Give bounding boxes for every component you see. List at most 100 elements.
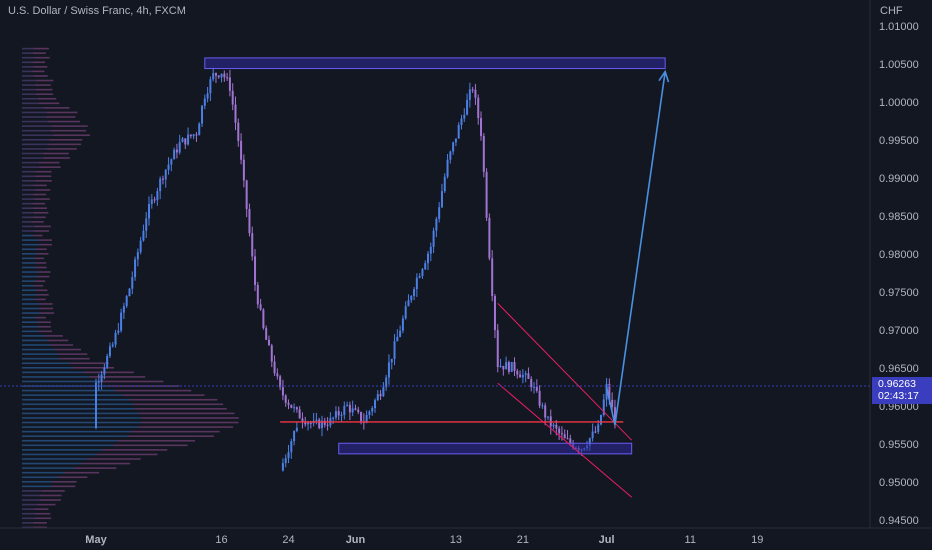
candle-body xyxy=(237,123,239,141)
candle-body xyxy=(229,77,231,90)
profile-bar-left xyxy=(22,198,34,200)
profile-bar-left xyxy=(22,335,44,337)
profile-bar-left xyxy=(22,299,35,301)
profile-bar-left xyxy=(22,103,39,105)
candle-body xyxy=(413,289,415,296)
profile-bar-right xyxy=(58,353,87,355)
candle-body xyxy=(346,405,348,406)
profile-bar-left xyxy=(22,98,37,100)
candle-body xyxy=(497,330,499,367)
profile-bar-right xyxy=(117,440,195,442)
candle-body xyxy=(301,418,303,421)
candle-body xyxy=(469,89,471,99)
profile-bar-right xyxy=(35,299,46,301)
candle-body xyxy=(522,375,524,377)
profile-bar-left xyxy=(22,358,59,360)
candle-body xyxy=(553,425,555,427)
candle-body xyxy=(103,368,105,375)
candle-body xyxy=(274,362,276,374)
bar-countdown: 02:43:17 xyxy=(878,390,932,402)
profile-bar-left xyxy=(22,381,100,383)
profile-bar-right xyxy=(38,326,51,328)
candle-body xyxy=(112,345,114,347)
candle-body xyxy=(491,258,493,296)
profile-bar-right xyxy=(35,517,51,519)
profile-bar-left xyxy=(22,499,40,501)
profile-bar-left xyxy=(22,212,34,214)
candle-body xyxy=(514,362,516,371)
price-tick-label: 1.00000 xyxy=(879,97,919,109)
candle-body xyxy=(207,93,209,98)
profile-bar-left xyxy=(22,121,48,123)
candle-body xyxy=(335,411,337,418)
profile-bar-left xyxy=(22,80,36,82)
profile-bar-left xyxy=(22,258,34,260)
candle-body xyxy=(212,73,214,79)
profile-bar-right xyxy=(51,486,75,488)
profile-bar-left xyxy=(22,362,70,364)
profile-bar-left xyxy=(22,125,52,127)
profile-bar-left xyxy=(22,440,117,442)
profile-bar-left xyxy=(22,285,34,287)
candle-body xyxy=(382,387,384,396)
price-tick-label: 0.94500 xyxy=(879,515,919,527)
profile-bar-left xyxy=(22,458,87,460)
profile-bar-left xyxy=(22,66,33,68)
profile-bar-left xyxy=(22,372,84,374)
time-tick-label: May xyxy=(85,534,107,546)
profile-bar-left xyxy=(22,253,37,255)
candle-body xyxy=(394,341,396,359)
candle-body xyxy=(460,118,462,124)
candle-body xyxy=(318,420,320,429)
profile-bar-left xyxy=(22,166,39,168)
candle-body xyxy=(142,231,144,241)
candle-body xyxy=(368,411,370,414)
profile-bar-left xyxy=(22,326,38,328)
candle-body xyxy=(218,76,220,78)
profile-bar-right xyxy=(113,445,188,447)
candle-body xyxy=(201,106,203,124)
profile-bar-right xyxy=(39,162,60,164)
candle-body xyxy=(290,441,292,452)
candle-body xyxy=(195,134,197,135)
candle-body xyxy=(162,179,164,180)
profile-bar-right xyxy=(122,394,204,396)
profile-bar-left xyxy=(22,454,97,456)
profile-bar-left xyxy=(22,413,139,415)
profile-bar-right xyxy=(39,103,60,105)
profile-bar-right xyxy=(53,134,90,136)
profile-bar-left xyxy=(22,367,73,369)
candle-body xyxy=(265,328,267,340)
profile-bar-right xyxy=(97,454,158,456)
candle-body xyxy=(117,331,119,333)
candle-body xyxy=(525,373,527,375)
profile-bar-left xyxy=(22,244,38,246)
profile-bar-right xyxy=(35,262,46,264)
profile-bar-right xyxy=(32,203,45,205)
profile-bar-left xyxy=(22,463,81,465)
candle-body xyxy=(282,387,284,395)
candle-body xyxy=(260,304,262,309)
candle-body xyxy=(168,165,170,170)
candle-body xyxy=(416,278,418,289)
profile-bar-right xyxy=(33,217,46,219)
profile-bar-right xyxy=(40,495,62,497)
candle-body xyxy=(539,391,541,406)
candle-body xyxy=(176,150,178,153)
candle-body xyxy=(511,362,513,372)
candle-body xyxy=(530,379,532,387)
candle-body xyxy=(159,179,161,192)
candle-body xyxy=(154,199,156,200)
candle-body xyxy=(271,345,273,361)
profile-bar-left xyxy=(22,157,44,159)
candle-body xyxy=(296,407,298,409)
candle-body xyxy=(488,218,490,259)
candle-body xyxy=(536,387,538,391)
profile-bar-left xyxy=(22,134,53,136)
candle-body xyxy=(569,438,571,443)
profile-bar-left xyxy=(22,162,39,164)
candle-body xyxy=(165,170,167,180)
price-axis: 1.01000 1.00500 1.00000 0.99500 0.99000 0.985… xyxy=(870,0,919,528)
